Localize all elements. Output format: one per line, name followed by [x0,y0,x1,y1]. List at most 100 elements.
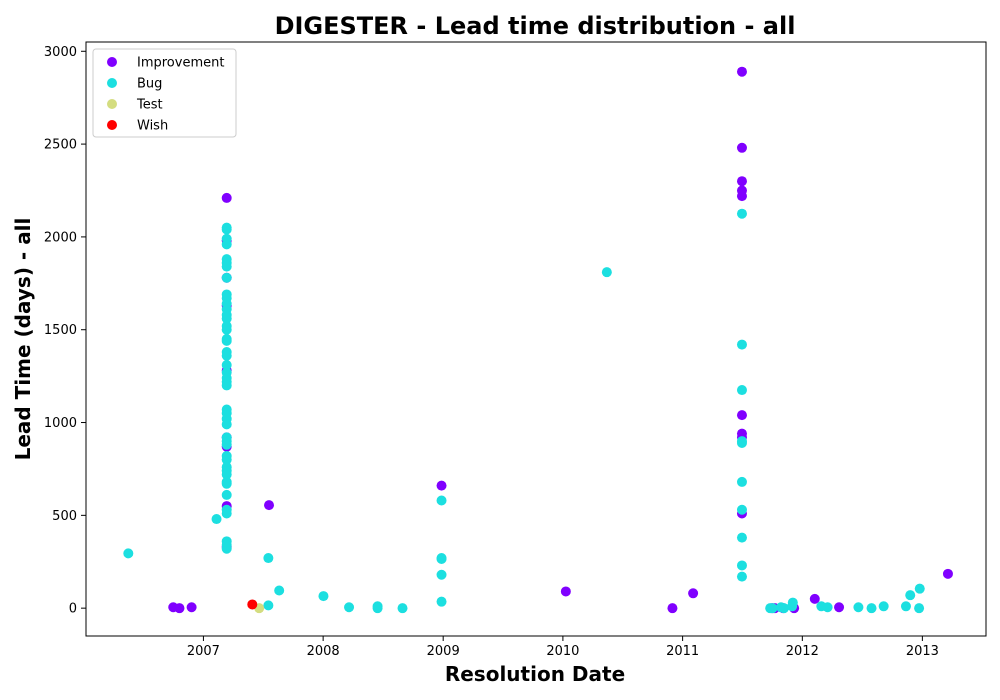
bug-point [221,489,232,500]
bug-point [221,508,232,519]
improvement-point [834,602,845,613]
bug-point [736,560,747,571]
bug-point [914,603,925,614]
bug-point [436,495,447,506]
bug-point [601,267,612,278]
bug-point [736,437,747,448]
x-axis-title: Resolution Date [445,662,625,686]
x-tick-label: 2012 [786,644,819,659]
improvement-point [264,500,275,511]
improvement-point [174,603,185,614]
bug-point [344,602,355,613]
improvement-point [809,593,820,604]
bug-point [914,583,925,594]
bug-point [905,590,916,601]
improvement-point [688,588,699,599]
bug-point [318,591,329,602]
plot-area-frame [85,41,987,637]
legend-label-bug: Bug [137,77,162,92]
improvement-point [736,191,747,202]
legend-marker-test [107,99,117,109]
bug-point [221,478,232,489]
bug-point [221,419,232,430]
improvement-point [736,142,747,153]
bug-point [372,603,383,614]
x-axis: 2007 2008 2009 2010 2011 2012 2013 [187,636,939,659]
bug-point [221,224,232,235]
bug-point [221,324,232,335]
bug-point [263,553,274,564]
bug-point [787,597,798,608]
improvement-point [436,480,447,491]
y-tick-label: 1500 [44,323,77,338]
bug-point [436,569,447,580]
bug-point [436,553,447,564]
x-tick-label: 2010 [546,644,579,659]
legend-box [92,48,237,138]
bug-point [263,600,274,611]
improvement-point [942,568,953,579]
bug-point [736,385,747,396]
improvement-point [560,586,571,597]
x-tick-label: 2009 [427,644,460,659]
bug-point [736,532,747,543]
bug-point [900,601,911,612]
bug-point [221,350,232,361]
legend-marker-bug [107,78,117,88]
bug-point [767,603,778,614]
bug-point [436,596,447,607]
bug-point [822,602,833,613]
bug-point [221,261,232,272]
bug-point [221,454,232,465]
bug-point [211,514,222,525]
y-tick-label: 0 [69,602,77,617]
y-axis-title: Lead Time (days) - all [11,218,35,461]
x-tick-label: 2007 [187,644,220,659]
bug-point [221,439,232,450]
y-tick-label: 500 [52,509,77,524]
y-axis: 0 500 1000 1500 2000 2500 3000 [44,45,86,617]
improvement-point [186,602,197,613]
bug-point [221,359,232,370]
bug-point [778,603,789,614]
legend-marker-wish [107,120,117,130]
bug-point [736,571,747,582]
bug-point [123,548,134,559]
bug-point [878,601,889,612]
wish-point [247,599,258,610]
bug-point [397,603,408,614]
y-tick-label: 3000 [44,45,77,60]
bug-point [853,602,864,613]
improvement-point [736,176,747,187]
bug-point [866,603,877,614]
bug-point [221,543,232,554]
bug-point [221,239,232,250]
bug-point [221,380,232,391]
bug-point [221,272,232,283]
bug-point [221,469,232,480]
y-tick-label: 1000 [44,416,77,431]
bug-point [274,585,285,596]
legend-marker-improvement [107,57,117,67]
improvement-point [667,603,678,614]
bug-point [736,208,747,219]
improvement-point [736,66,747,77]
bug-point [736,339,747,350]
y-tick-label: 2500 [44,138,77,153]
bug-point [736,504,747,515]
y-tick-label: 2000 [44,230,77,245]
x-tick-label: 2008 [307,644,340,659]
legend-label-improvement: Improvement [137,56,224,71]
chart-title: DIGESTER - Lead time distribution - all [275,12,796,40]
x-tick-label: 2011 [666,644,699,659]
bug-point [221,335,232,346]
improvement-point [736,410,747,421]
legend: Improvement Bug Test Wish [92,48,237,138]
legend-label-test: Test [136,98,163,113]
improvement-point [221,192,232,203]
legend-label-wish: Wish [137,119,168,134]
bug-point [221,313,232,324]
x-tick-label: 2013 [906,644,939,659]
data-points [123,66,953,614]
